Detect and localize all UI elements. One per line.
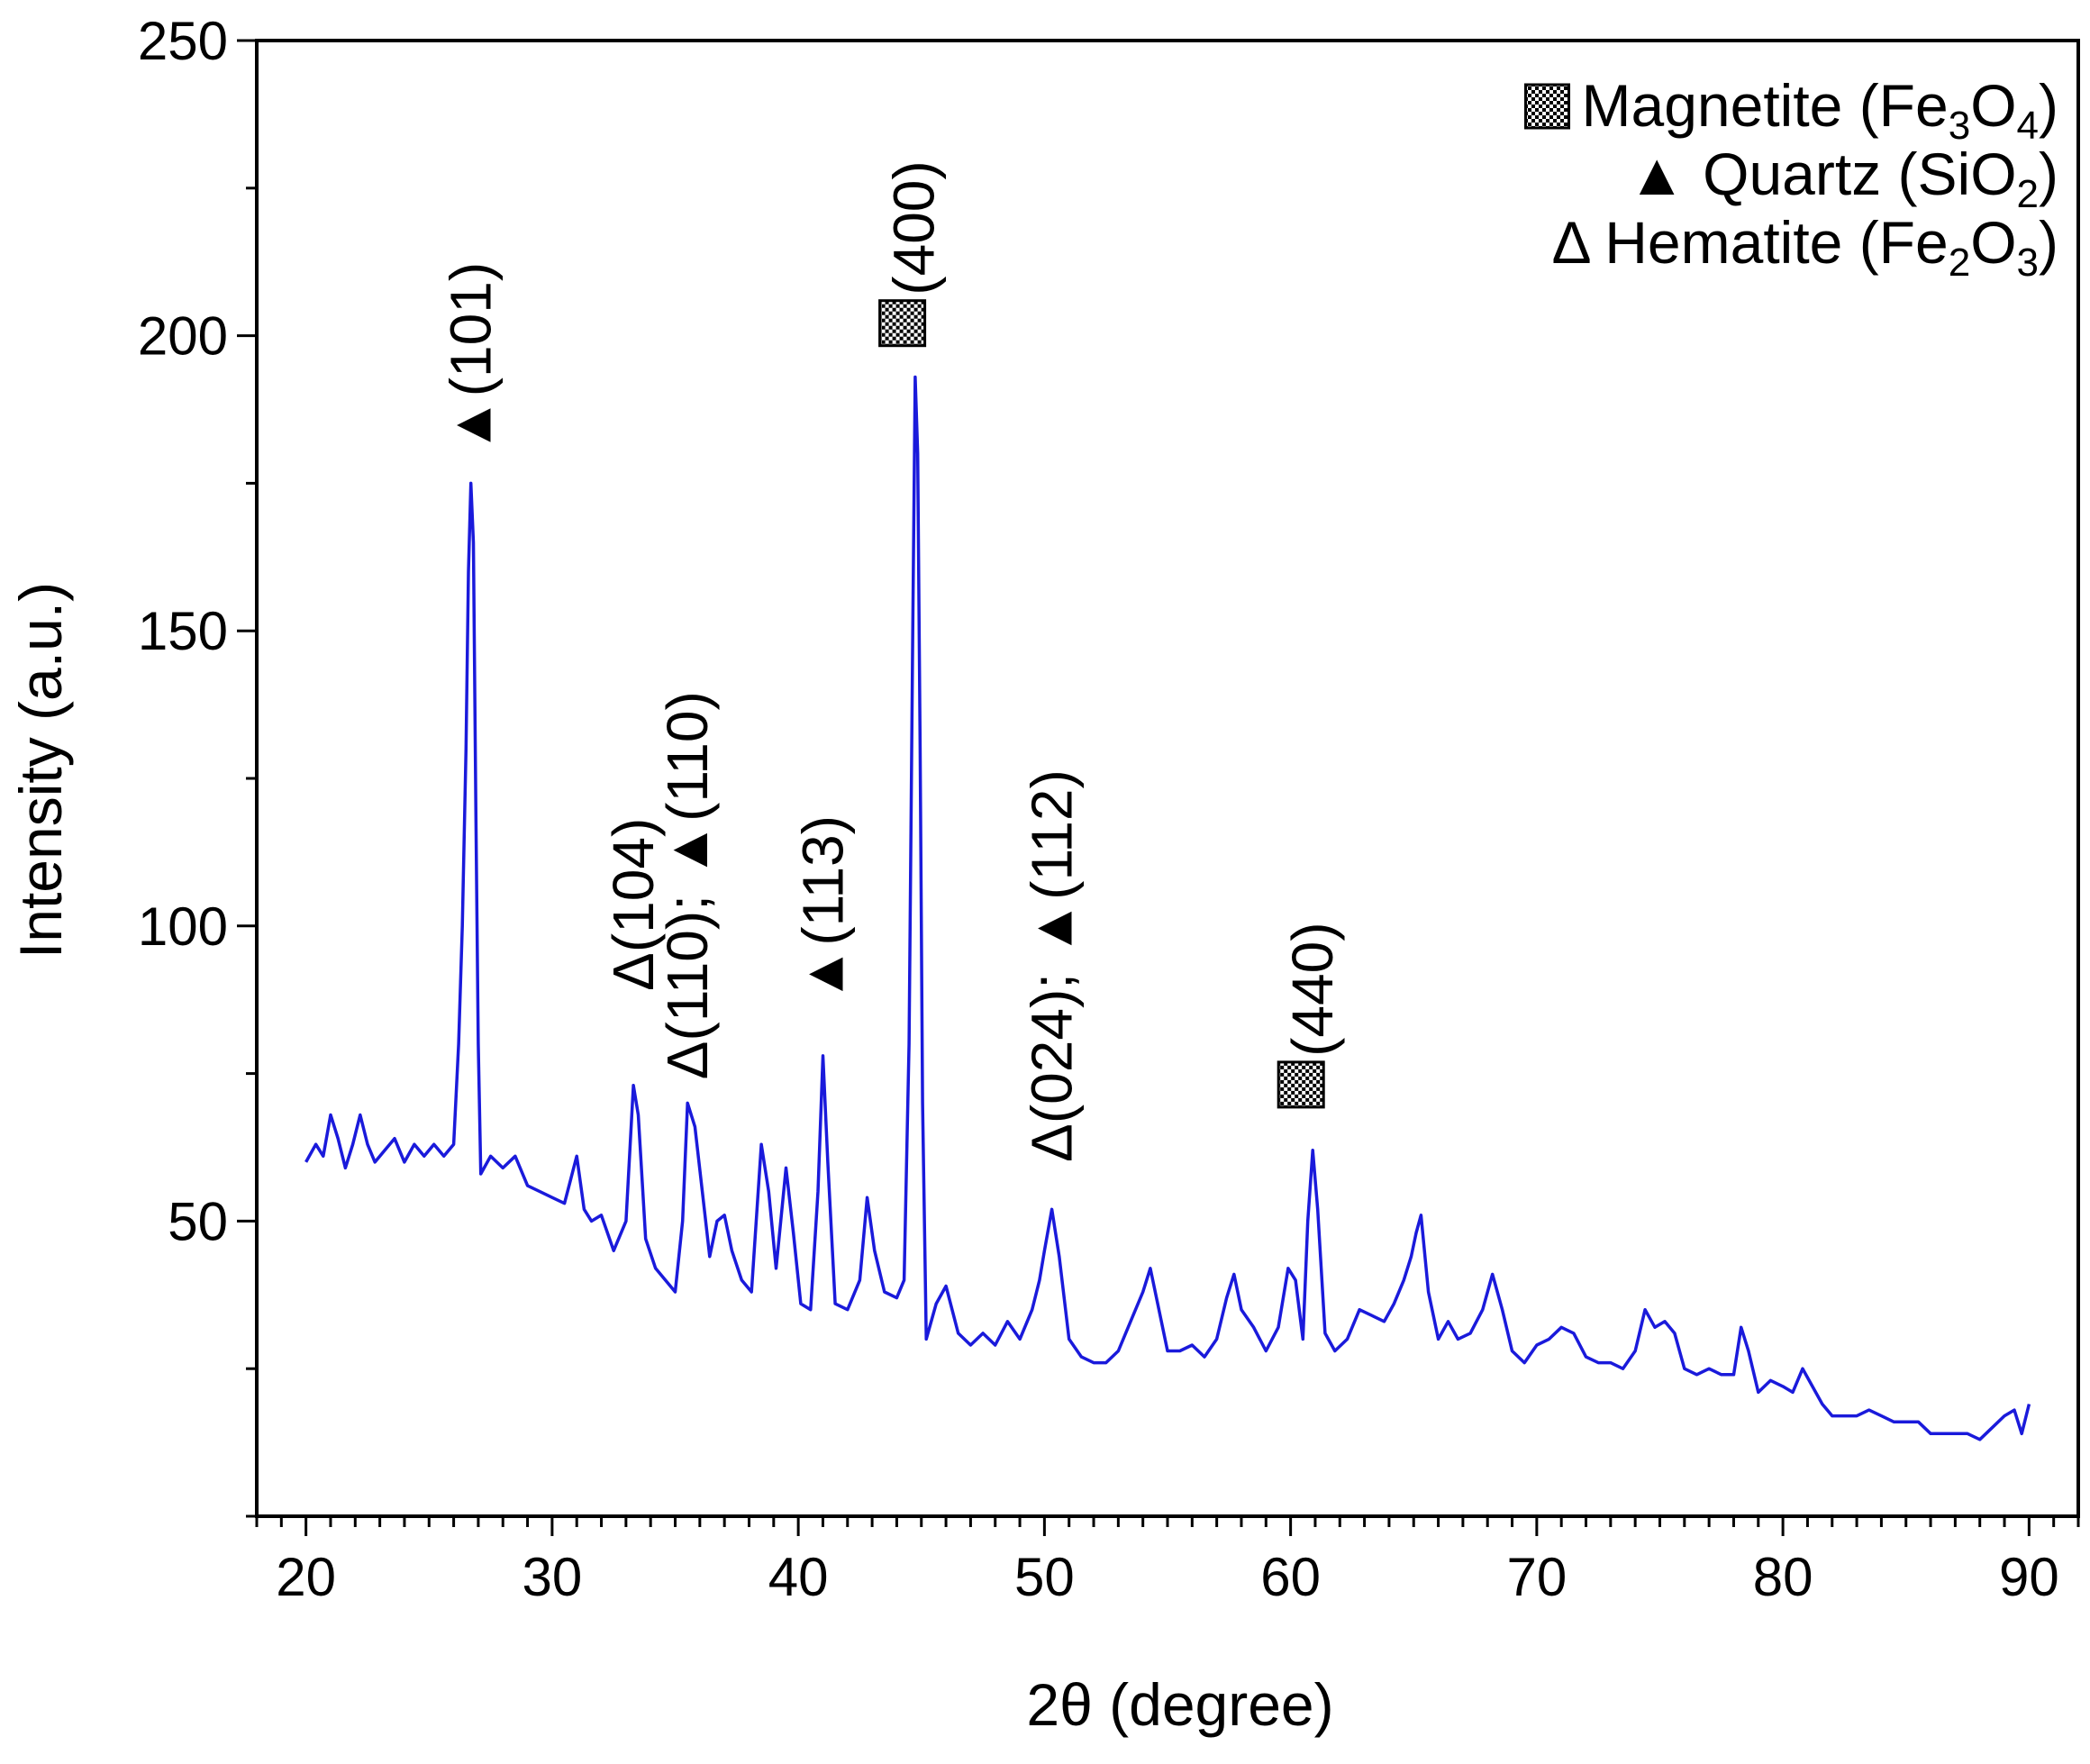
legend-checker-icon xyxy=(1524,83,1571,130)
peak-label-text: ▲(113) xyxy=(791,815,856,1003)
peak-label: (440) xyxy=(1277,922,1345,1109)
peak-label-text: (400) xyxy=(882,160,947,295)
peak-label-text: (440) xyxy=(1280,922,1345,1056)
x-tick-label: 70 xyxy=(1506,1547,1567,1607)
x-tick-label: 80 xyxy=(1753,1547,1813,1607)
x-axis-ticks: 20 30 40 50 60 70 80 90 xyxy=(255,1516,2080,1607)
peak-annotations: ▲(101) Δ(104)Δ(110); ▲(110) ▲(113) (400) Δ(0… xyxy=(439,160,1345,1162)
legend: Magnetite (Fe3O4)▲ Quartz (SiO2)Δ Hemati… xyxy=(1524,72,2058,285)
peak-label: Δ(024); ▲(112) xyxy=(1020,769,1085,1162)
peak-label-text: ▲(101) xyxy=(439,262,504,454)
x-tick-label: 30 xyxy=(522,1547,583,1607)
legend-entry-text: Δ Hematite (Fe2O3) xyxy=(1551,209,2058,285)
peak-label: Δ(104) xyxy=(601,818,666,991)
peak-label: (400) xyxy=(878,160,947,348)
y-axis-ticks: 50 100 150 200 250 xyxy=(138,11,257,1518)
peak-label: ▲(113) xyxy=(791,815,856,1003)
checker-square-icon xyxy=(878,299,927,348)
series-layer xyxy=(304,375,2031,1441)
x-tick-label: 90 xyxy=(1999,1547,2059,1607)
y-tick-label: 200 xyxy=(138,306,228,367)
y-axis-title: Intensity (a.u.) xyxy=(7,582,74,959)
y-tick-label: 150 xyxy=(138,601,228,661)
x-axis-title: 2θ (degree) xyxy=(1026,1671,1333,1738)
peak-label-text: Δ(024); ▲(112) xyxy=(1020,769,1085,1162)
legend-entry-text: ▲ Quartz (SiO2) xyxy=(1627,141,2058,216)
x-tick-label: 40 xyxy=(768,1547,829,1607)
peak-label-text: Δ(104) xyxy=(601,818,666,991)
x-tick-label: 60 xyxy=(1260,1547,1321,1607)
y-tick-label: 100 xyxy=(138,896,228,957)
x-tick-label: 50 xyxy=(1014,1547,1075,1607)
y-tick-label: 50 xyxy=(168,1191,228,1251)
peak-label: Δ(110); ▲(110) xyxy=(655,691,720,1079)
peak-label-text: Δ(110); ▲(110) xyxy=(655,691,720,1079)
y-tick-label: 250 xyxy=(138,11,228,71)
checker-square-icon xyxy=(1277,1060,1325,1109)
series-line xyxy=(304,375,2031,1441)
x-tick-label: 20 xyxy=(276,1547,336,1607)
legend-entry-text: Magnetite (Fe3O4) xyxy=(1582,72,2058,148)
peak-label: ▲(101) xyxy=(439,262,504,454)
